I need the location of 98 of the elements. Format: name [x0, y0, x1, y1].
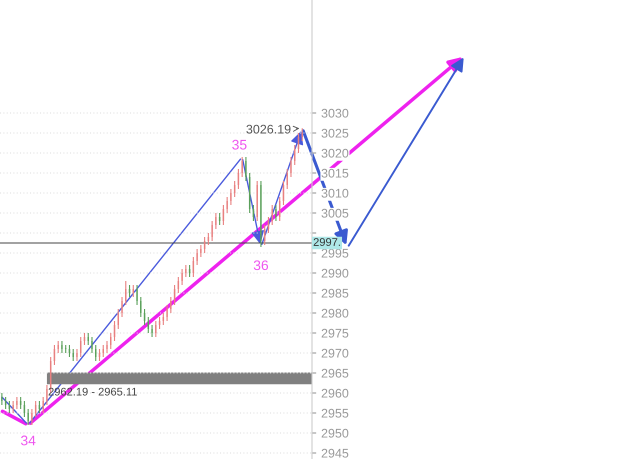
candlestick: [185, 264, 187, 278]
y-tick-label: 2985: [322, 288, 348, 298]
y-tick-label: 2980: [322, 308, 348, 318]
candlestick: [181, 268, 183, 286]
candlestick: [215, 212, 217, 230]
candlestick: [294, 144, 296, 166]
candlestick: [170, 296, 172, 314]
candlestick: [290, 156, 292, 178]
y-tick-label: 2945: [322, 448, 348, 458]
candlestick: [34, 400, 36, 418]
candlestick: [178, 276, 180, 294]
candlestick: [204, 236, 206, 254]
y-tick-label: 3015: [322, 168, 348, 178]
candlestick: [268, 216, 270, 234]
candlestick: [27, 408, 29, 426]
candlestick: [16, 396, 18, 410]
ref-line-label: 2997.: [314, 238, 340, 246]
annotation: 3026.19: [246, 124, 291, 134]
candlestick: [264, 224, 266, 246]
candlestick: [241, 156, 243, 178]
candlestick: [174, 284, 176, 306]
y-tick-label: 2955: [322, 408, 348, 418]
y-tick-label: 3010: [322, 188, 348, 198]
candlestick: [87, 332, 89, 346]
y-tick-label: 3020: [322, 148, 348, 158]
candlestick: [222, 204, 224, 226]
y-tick-label: 2975: [322, 328, 348, 338]
candlestick: [57, 340, 59, 354]
candlestick: [282, 180, 284, 206]
candlestick: [208, 232, 210, 246]
candlestick: [136, 284, 138, 306]
candlestick: [46, 384, 48, 406]
candlestick: [24, 400, 26, 418]
y-tick-label: 2965: [322, 368, 348, 378]
candlestick: [252, 204, 254, 222]
y-tick-label: 3030: [322, 108, 348, 118]
candlestick: [301, 128, 303, 142]
candlestick: [298, 132, 300, 154]
candlestick: [148, 316, 150, 334]
candlestick: [245, 156, 247, 182]
candlestick: [91, 336, 93, 354]
candlestick: [162, 312, 164, 326]
candlestick: [72, 348, 74, 362]
candlestick: [230, 188, 232, 206]
y-tick-label: 3025: [322, 128, 348, 138]
candlestick: [188, 264, 190, 278]
candlestick: [121, 296, 123, 318]
candlestick: [192, 256, 194, 278]
candlestick: [238, 168, 240, 190]
y-tick-label: 2990: [322, 268, 348, 278]
candlestick: [94, 344, 96, 362]
candlestick: [20, 396, 22, 410]
y-tick-label: 3005: [322, 208, 348, 218]
candlestick: [125, 280, 127, 306]
candlestick: [166, 304, 168, 322]
candlestick: [218, 212, 220, 226]
candlestick: [64, 344, 66, 354]
candlestick: [106, 340, 108, 354]
candlestick: [68, 344, 70, 358]
y-tick-label: 2960: [322, 388, 348, 398]
candlestick: [196, 248, 198, 266]
y-tick-label: 2970: [322, 348, 348, 358]
candlestick: [8, 400, 10, 414]
annotation: 35: [232, 140, 247, 150]
candlestick: [286, 168, 288, 190]
candlestick: [144, 308, 146, 326]
candlestick: [76, 348, 78, 362]
candlestick: [158, 316, 160, 330]
candlestick: [278, 196, 280, 222]
candlestick: [114, 320, 116, 342]
candlestick: [110, 332, 112, 350]
candlestick: [271, 204, 273, 226]
candlestick: [140, 296, 142, 318]
annotation: 34: [20, 436, 36, 446]
candlestick: [54, 344, 56, 366]
candlestick: [118, 308, 120, 330]
y-tick-label: 2950: [322, 428, 348, 438]
candlestick: [132, 284, 134, 298]
candlestick: [98, 348, 100, 362]
candlestick: [200, 244, 202, 258]
candlestick: [38, 400, 40, 414]
y-tick-label: 2995: [322, 248, 348, 258]
candlestick: [4, 396, 6, 410]
annotation: 36: [254, 260, 268, 270]
candlestick: [1, 392, 3, 406]
candlestick: [61, 340, 63, 354]
candlestick: [275, 204, 277, 222]
candlestick: [234, 180, 236, 198]
candlestick: [128, 284, 130, 298]
candlestick: [151, 324, 153, 338]
candlestick: [211, 220, 213, 242]
candlestick: [12, 400, 14, 414]
candlestick: [155, 320, 157, 338]
candlestick: [226, 196, 228, 214]
candlestick: [42, 396, 44, 414]
candlestick: [31, 408, 33, 426]
candlestick: [84, 332, 86, 346]
candlestick: [80, 336, 82, 358]
